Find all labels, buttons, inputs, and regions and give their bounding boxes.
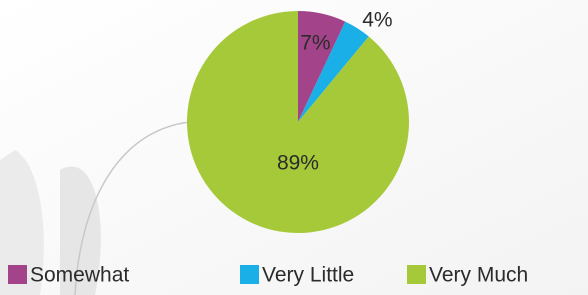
legend: Somewhat Very Little Very Much [8, 264, 528, 287]
chart: 7% 4% 89% Somewhat Very Little Very Much [0, 0, 588, 295]
legend-label: Very Little [262, 264, 354, 287]
data-label: 7% [300, 32, 330, 55]
page: 7%4%89% SomewhatVery LittleVery Much (()… [0, 0, 588, 295]
legend-label: Very Much [429, 264, 528, 287]
legend-swatch [240, 265, 259, 284]
data-label: 4% [362, 8, 392, 31]
legend-swatch [407, 265, 426, 284]
data-label: 89% [277, 151, 319, 174]
legend-label: Somewhat [30, 264, 129, 287]
legend-swatch [8, 265, 27, 284]
